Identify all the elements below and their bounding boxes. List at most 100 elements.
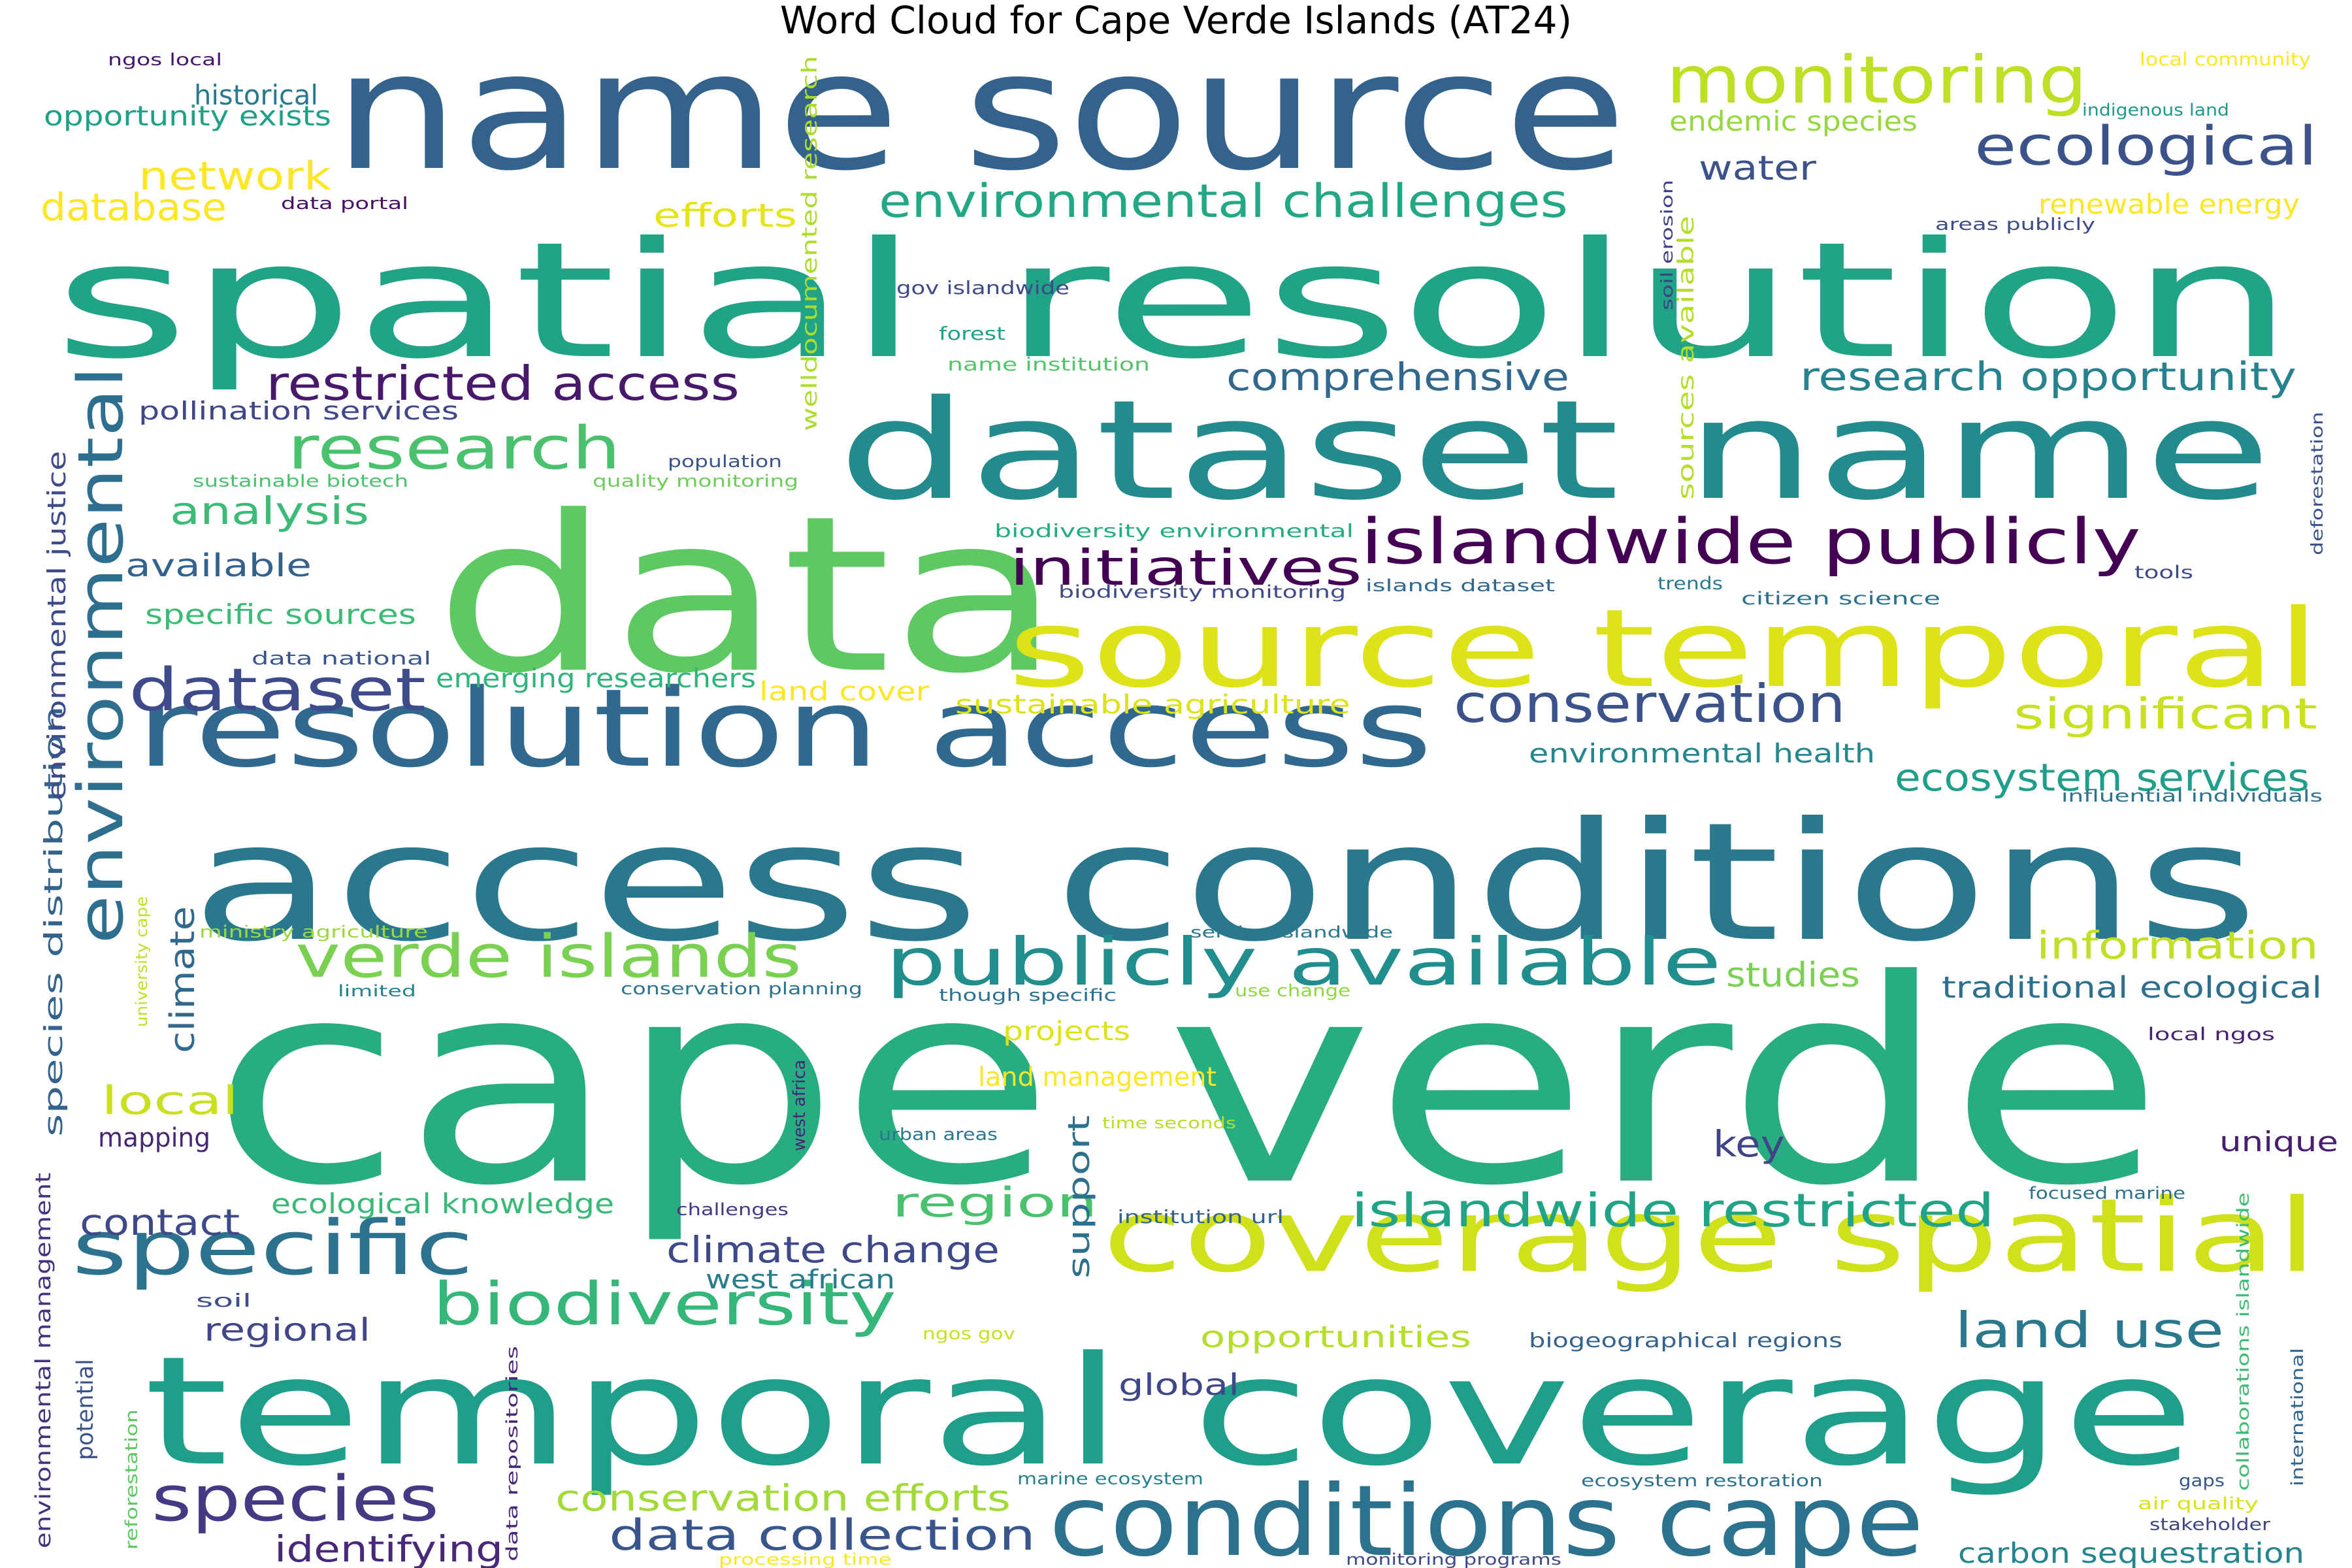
word-soil: soil bbox=[196, 1290, 252, 1311]
word-projects: projects bbox=[1003, 1017, 1130, 1047]
word-use-change: use change bbox=[1235, 981, 1350, 1001]
word-water: water bbox=[1699, 149, 1817, 188]
word-west-african: west african bbox=[706, 1265, 895, 1295]
word-unique: unique bbox=[2219, 1126, 2338, 1158]
word-west-africa: west africa bbox=[790, 1060, 809, 1151]
word-potential: potential bbox=[73, 1359, 99, 1460]
word-region: region bbox=[892, 1179, 1098, 1226]
word-information: information bbox=[2036, 923, 2319, 968]
word-spatial-resolution: spatial resolution bbox=[54, 208, 2295, 394]
word-stakeholder: stakeholder bbox=[2149, 1515, 2270, 1535]
word-name-source: name source bbox=[333, 16, 1627, 206]
word-comprehensive: comprehensive bbox=[1226, 355, 1569, 399]
word-gov-islandwide: gov islandwide bbox=[896, 277, 1070, 299]
word-data-collection: data collection bbox=[609, 1511, 1036, 1560]
word-dataset: dataset bbox=[129, 656, 426, 725]
word-endemic-species: endemic species bbox=[1669, 105, 1918, 137]
word-local-ngos: local ngos bbox=[2148, 1024, 2275, 1045]
word-collaborations-islandwide: collaborations islandwide bbox=[2234, 1192, 2253, 1491]
word-focused-marine: focused marine bbox=[2029, 1184, 2185, 1203]
word-dataset-name: dataset name bbox=[838, 370, 2272, 531]
word-contact: contact bbox=[80, 1201, 240, 1243]
word-institution-url: institution url bbox=[1117, 1206, 1284, 1228]
word-ecosystem-services: ecosystem services bbox=[1895, 755, 2310, 800]
word-ngos-local: ngos local bbox=[108, 50, 222, 70]
word-database: database bbox=[41, 185, 227, 229]
word-historical: historical bbox=[194, 79, 318, 111]
word-air-quality: air quality bbox=[2138, 1494, 2259, 1514]
word-monitoring-programs: monitoring programs bbox=[1346, 1550, 1561, 1568]
word-analysis: analysis bbox=[170, 489, 369, 533]
word-islandwide-restricted: islandwide restricted bbox=[1351, 1184, 1995, 1237]
word-sources-available: sources available bbox=[1673, 216, 1699, 500]
word-soil-erosion: soil erosion bbox=[1658, 180, 1676, 310]
word-local-community: local community bbox=[2140, 48, 2311, 70]
word-restricted-access: restricted access bbox=[266, 356, 740, 411]
word-climate: climate bbox=[163, 906, 203, 1053]
word-opportunity-exists: opportunity exists bbox=[44, 100, 331, 132]
word-areas-publicly: areas publicly bbox=[1935, 215, 2095, 235]
word-land-cover: land cover bbox=[759, 677, 930, 707]
word-quality-monitoring: quality monitoring bbox=[593, 472, 798, 491]
word-gaps: gaps bbox=[2179, 1471, 2225, 1491]
word-publicly-available: publicly available bbox=[885, 924, 1722, 1000]
word-global: global bbox=[1119, 1367, 1239, 1402]
word-sustainable-agriculture: sustainable agriculture bbox=[955, 690, 1350, 720]
word-climate-change: climate change bbox=[666, 1229, 1000, 1271]
word-though-specific: though specific bbox=[939, 986, 1117, 1005]
word-source-temporal: source temporal bbox=[1007, 586, 2321, 711]
word-islands-dataset: islands dataset bbox=[1365, 576, 1555, 596]
word-challenges: challenges bbox=[676, 1200, 789, 1220]
word-trends: trends bbox=[1658, 574, 1723, 594]
page-title: Word Cloud for Cape Verde Islands (AT24) bbox=[779, 0, 1573, 42]
word-conservation: conservation bbox=[1454, 674, 1846, 734]
word-deforestation: deforestation bbox=[2308, 412, 2327, 555]
word-tools: tools bbox=[2134, 563, 2193, 583]
word-biodiversity-monitoring: biodiversity monitoring bbox=[1058, 582, 1346, 602]
word-species-distribution: species distribution bbox=[39, 706, 68, 1137]
word-land-management: land management bbox=[978, 1062, 1217, 1092]
word-conservation-planning: conservation planning bbox=[621, 979, 862, 999]
word-coverage-spatial: coverage spatial bbox=[1102, 1177, 2317, 1295]
word-urban-areas: urban areas bbox=[879, 1125, 998, 1145]
word-access-conditions: access conditions bbox=[191, 787, 2259, 977]
word-renewable-energy: renewable energy bbox=[2038, 188, 2300, 220]
word-regional: regional bbox=[204, 1312, 370, 1348]
word-service-islandwide: service islandwide bbox=[1190, 923, 1393, 941]
word-significant: significant bbox=[2014, 690, 2317, 739]
word-ministry-agriculture: ministry agriculture bbox=[199, 923, 428, 942]
word-data-repositories: data repositories bbox=[503, 1346, 521, 1561]
word-opportunities: opportunities bbox=[1200, 1320, 1471, 1354]
word-data-portal: data portal bbox=[281, 194, 408, 214]
word-identifying: identifying bbox=[274, 1528, 503, 1568]
word-monitoring: monitoring bbox=[1666, 42, 2087, 118]
word-influential-individuals: influential individuals bbox=[2061, 787, 2323, 806]
word-traditional-ecological: traditional ecological bbox=[1942, 970, 2322, 1005]
word-name-institution: name institution bbox=[947, 353, 1150, 375]
word-pollination-services: pollination services bbox=[139, 397, 459, 425]
word-sustainable-biotech: sustainable biotech bbox=[193, 472, 408, 491]
word-reforestation: reforestation bbox=[122, 1409, 142, 1550]
word-indigenous-land: indigenous land bbox=[2082, 101, 2229, 120]
word-university-cape: university cape bbox=[133, 896, 151, 1027]
word-citizen-science: citizen science bbox=[1741, 589, 1940, 609]
word-environmental-management: environmental management bbox=[31, 1173, 56, 1548]
word-population: population bbox=[668, 452, 782, 472]
word-local: local bbox=[101, 1078, 238, 1124]
word-marine-ecosystem: marine ecosystem bbox=[1017, 1469, 1203, 1489]
word-land-use: land use bbox=[1955, 1301, 2224, 1359]
word-limited: limited bbox=[338, 982, 416, 1000]
word-available: available bbox=[125, 547, 312, 584]
word-biogeographical-regions: biogeographical regions bbox=[1529, 1330, 1842, 1352]
word-biodiversity-environmental: biodiversity environmental bbox=[994, 520, 1354, 542]
word-ecological-knowledge: ecological knowledge bbox=[271, 1188, 614, 1220]
word-research: research bbox=[287, 414, 621, 483]
word-cape-verde: cape verde bbox=[210, 921, 2164, 1247]
word-time-seconds: time seconds bbox=[1102, 1114, 1236, 1132]
word-studies: studies bbox=[1726, 956, 1860, 995]
word-environmental-challenges: environmental challenges bbox=[879, 174, 1568, 228]
word-key: key bbox=[1713, 1123, 1785, 1165]
word-ecological: ecological bbox=[1974, 116, 2317, 178]
